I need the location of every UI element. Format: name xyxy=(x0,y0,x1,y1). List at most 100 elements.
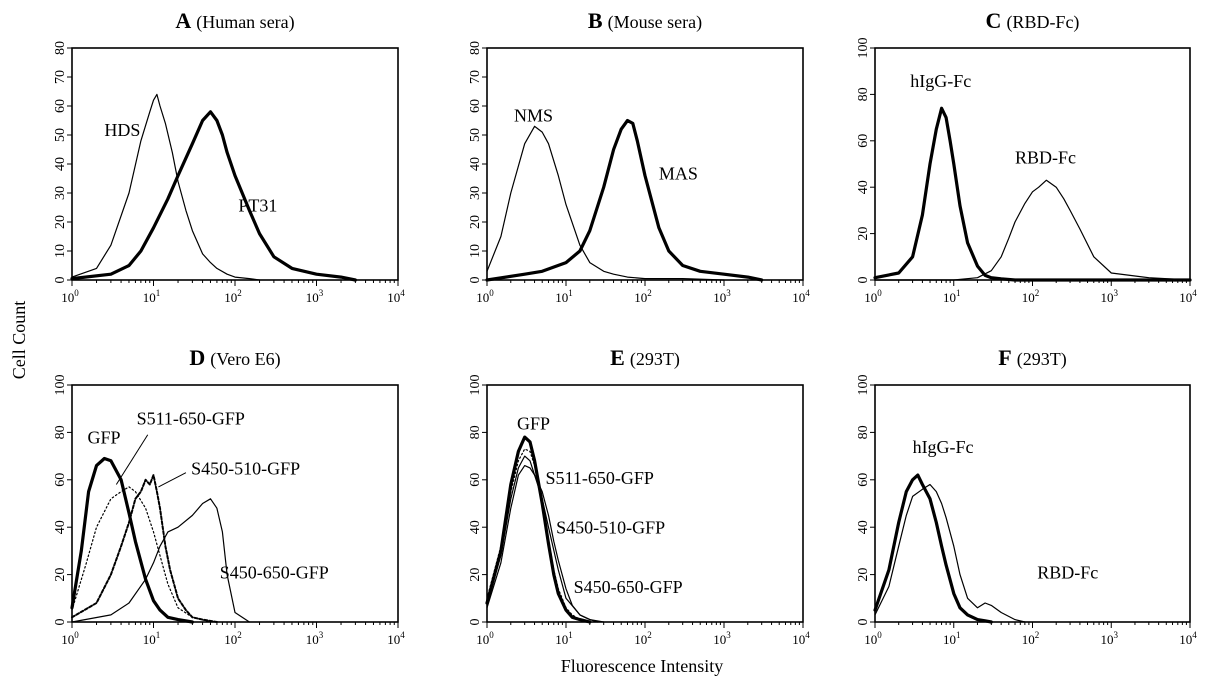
panel-f: F (293T) 0 20 40 60 80 100 100 101 102 103 104 hIgG-F… xyxy=(856,345,1197,647)
panel-a-ytick-label: 60 xyxy=(53,99,68,113)
panel-a-ytick-label: 80 xyxy=(53,41,68,55)
panel-b-xtick-label: 103 xyxy=(713,288,731,305)
panel-c: C (RBD-Fc) 0 20 40 60 80 100 100 101 102 103 104 hIgG… xyxy=(856,8,1197,305)
panel-e-ytick-label: 0 xyxy=(468,619,483,626)
panel-b-xtick-label: 101 xyxy=(555,288,573,305)
panel-d-ytick-label: 60 xyxy=(53,473,68,487)
panel-f-xtick-label: 104 xyxy=(1179,630,1197,647)
panel-a-label-hds: HDS xyxy=(104,120,140,140)
panel-d-series-gfp xyxy=(70,456,194,624)
panel-b-ytick-label: 70 xyxy=(468,70,483,84)
panel-a-ytick-label: 70 xyxy=(53,70,68,84)
panel-e-subtitle: (293T) xyxy=(630,349,680,370)
panel-b-letter: B xyxy=(588,8,603,33)
panel-d-xtick-label: 104 xyxy=(387,630,405,647)
panel-e-xtick-label: 101 xyxy=(555,630,573,647)
panel-e-ytick-label: 100 xyxy=(468,375,483,396)
panel-a-label-pt31: PT31 xyxy=(238,196,277,216)
panel-f-ytick-label: 20 xyxy=(856,568,871,582)
panel-d-series-s511-650-gfp xyxy=(71,486,212,623)
panel-e-series-s511-650-gfp xyxy=(486,448,591,623)
panel-e-xtick-label: 100 xyxy=(476,630,494,647)
panel-d-ytick-label: 80 xyxy=(53,425,68,439)
panel-a-xtick-label: 104 xyxy=(387,288,405,305)
panel-f-xtick-label: 101 xyxy=(943,630,961,647)
panel-c-xtick-label: 101 xyxy=(943,288,961,305)
panel-e-xtick-label: 104 xyxy=(792,630,810,647)
panel-f-label-higg-fc: hIgG-Fc xyxy=(913,437,974,457)
panel-d-series-s450-510-gfp xyxy=(71,474,218,623)
panel-f-ytick-label: 60 xyxy=(856,473,871,487)
panel-b-label-nms: NMS xyxy=(514,106,553,126)
panel-e-ytick-label: 40 xyxy=(468,520,483,534)
panel-f-series-rbd-fc xyxy=(874,483,1026,623)
panel-b-ytick-label: 80 xyxy=(468,41,483,55)
panel-f-ytick-label: 80 xyxy=(856,425,871,439)
panel-d-ytick-label: 100 xyxy=(53,375,68,396)
panel-f-series-higg-fc xyxy=(873,473,993,624)
panel-e-title: E (293T) xyxy=(610,345,680,370)
panel-e-xtick-label: 102 xyxy=(634,630,652,647)
panel-e-series-s450-650-gfp xyxy=(486,455,605,623)
panel-b: B (Mouse sera) 0 10 20 30 40 50 60 70 80 100 101 102 1… xyxy=(468,8,810,305)
panel-c-xtick-label: 100 xyxy=(864,288,882,305)
panel-e-letter: E xyxy=(610,345,625,370)
panel-b-xtick-label: 100 xyxy=(476,288,494,305)
panel-f-letter: F xyxy=(998,345,1011,370)
panel-d-leader-line xyxy=(115,434,149,485)
panel-a-xtick-label: 102 xyxy=(224,288,242,305)
panel-d-title: D (Vero E6) xyxy=(189,345,280,370)
panel-b-ytick-label: 60 xyxy=(468,99,483,113)
panel-a-series-hds xyxy=(71,93,261,281)
panel-c-ytick-label: 0 xyxy=(856,277,871,284)
panel-f-xtick-label: 103 xyxy=(1101,630,1119,647)
panel-b-ytick-label: 30 xyxy=(468,186,483,200)
panel-c-label-higg-fc: hIgG-Fc xyxy=(910,71,971,91)
panel-c-ytick-label: 100 xyxy=(856,38,871,59)
panel-d-letter: D xyxy=(189,345,205,370)
panel-d-label-s511-650-gfp: S511-650-GFP xyxy=(137,409,245,429)
panel-b-series-mas xyxy=(485,118,764,282)
panel-a-ytick-label: 0 xyxy=(53,277,68,284)
panel-e-label-s511-650-gfp: S511-650-GFP xyxy=(545,468,653,488)
panel-d-ytick-label: 0 xyxy=(53,619,68,626)
panel-b-xtick-label: 102 xyxy=(634,288,652,305)
panel-a-ytick-label: 20 xyxy=(53,215,68,229)
panel-a-xtick-label: 101 xyxy=(143,288,161,305)
panel-c-xtick-label: 104 xyxy=(1179,288,1197,305)
panel-d-xtick-label: 101 xyxy=(143,630,161,647)
panel-b-title: B (Mouse sera) xyxy=(588,8,702,33)
panel-f-ytick-label: 40 xyxy=(856,520,871,534)
panel-f-ytick-label: 100 xyxy=(856,375,871,396)
panel-b-ytick-label: 0 xyxy=(468,277,483,284)
panel-a: A (Human sera) 0 10 20 30 40 50 60 70 80 100 101 102 1… xyxy=(53,8,405,305)
panel-c-subtitle: (RBD-Fc) xyxy=(1006,12,1079,33)
panel-f-ytick-label: 0 xyxy=(856,619,871,626)
panel-b-ytick-label: 20 xyxy=(468,215,483,229)
panel-d-label-gfp: GFP xyxy=(88,428,121,448)
panel-a-ytick-label: 10 xyxy=(53,244,68,258)
panel-c-xtick-label: 102 xyxy=(1022,288,1040,305)
panel-a-xtick-label: 103 xyxy=(306,288,324,305)
panel-c-series-rbd-fc xyxy=(874,179,1191,281)
panel-c-ytick-label: 40 xyxy=(856,180,871,194)
panel-c-ytick-label: 80 xyxy=(856,87,871,101)
panel-a-series-pt31 xyxy=(70,110,357,282)
panel-d-series-s450-650-gfp xyxy=(71,498,250,623)
panel-a-letter: A xyxy=(175,8,191,33)
panel-b-subtitle: (Mouse sera) xyxy=(608,12,702,33)
panel-a-frame xyxy=(71,47,399,281)
panel-b-ytick-label: 50 xyxy=(468,128,483,142)
panel-c-ytick-label: 60 xyxy=(856,134,871,148)
panel-b-series-nms xyxy=(486,125,725,281)
panel-e-ytick-label: 60 xyxy=(468,473,483,487)
panel-f-xtick-label: 102 xyxy=(1022,630,1040,647)
panel-b-ytick-label: 40 xyxy=(468,157,483,171)
panel-a-subtitle: (Human sera) xyxy=(196,12,294,33)
panel-d-label-s450-650-gfp: S450-650-GFP xyxy=(220,563,329,583)
panel-d-xtick-label: 103 xyxy=(306,630,324,647)
panel-c-series-higg-fc xyxy=(873,106,1192,282)
panel-f-label-rbd-fc: RBD-Fc xyxy=(1037,563,1098,583)
panel-c-title: C (RBD-Fc) xyxy=(986,8,1080,33)
panel-f-frame xyxy=(874,384,1191,623)
